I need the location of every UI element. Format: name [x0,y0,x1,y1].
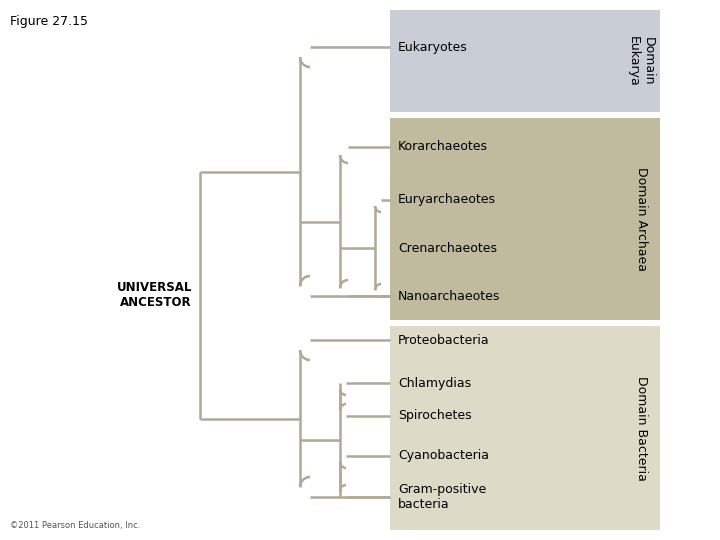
Text: Crenarchaeotes: Crenarchaeotes [398,241,497,254]
Text: Gram-positive
bacteria: Gram-positive bacteria [398,483,486,511]
Text: UNIVERSAL
ANCESTOR: UNIVERSAL ANCESTOR [117,281,192,309]
Text: Domain Archaea: Domain Archaea [634,167,647,271]
Text: Cyanobacteria: Cyanobacteria [398,449,489,462]
Bar [622,118,660,320]
Text: Eukaryotes: Eukaryotes [398,40,468,53]
Text: Domain
Eukarya: Domain Eukarya [627,36,655,86]
Bar [390,118,622,320]
Text: Korarchaeotes: Korarchaeotes [398,140,488,153]
Text: Chlamydias: Chlamydias [398,376,471,389]
Text: ©2011 Pearson Education, Inc.: ©2011 Pearson Education, Inc. [10,521,140,530]
Text: Figure 27.15: Figure 27.15 [10,15,88,28]
Bar [622,10,660,112]
Text: Proteobacteria: Proteobacteria [398,334,490,347]
Text: Domain Bacteria: Domain Bacteria [634,375,647,481]
Text: Euryarchaeotes: Euryarchaeotes [398,193,496,206]
Text: Nanoarchaeotes: Nanoarchaeotes [398,289,500,302]
Bar [622,326,660,530]
Bar [390,326,622,530]
Bar [390,10,622,112]
Text: Spirochetes: Spirochetes [398,409,472,422]
